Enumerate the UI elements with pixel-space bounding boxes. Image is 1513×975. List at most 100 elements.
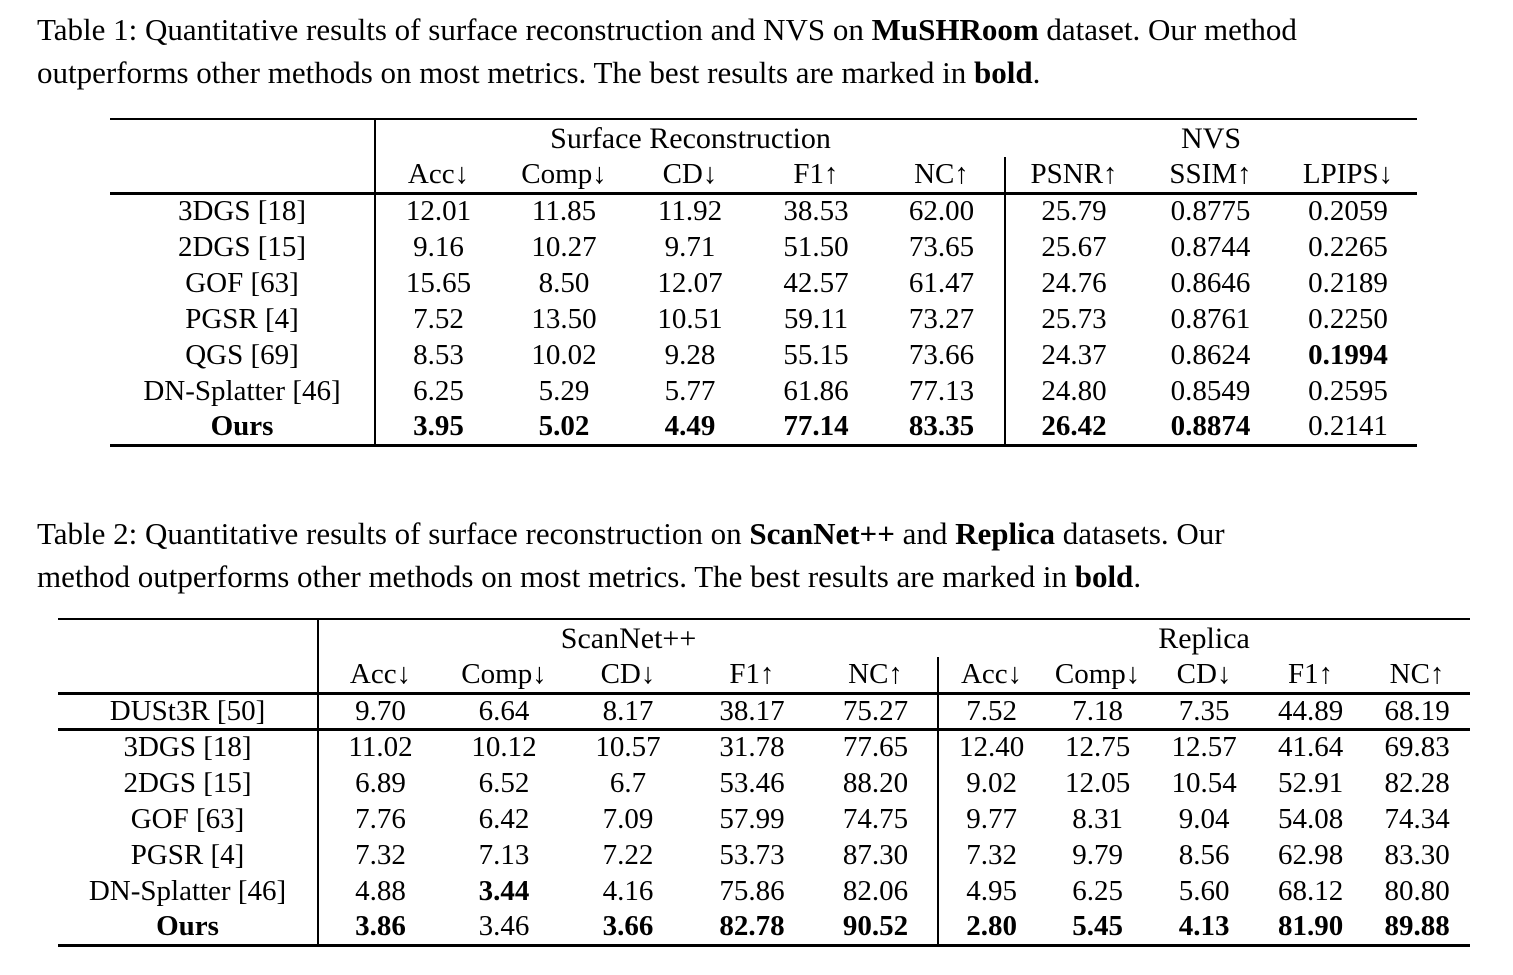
value-cell: 68.19 <box>1364 693 1471 731</box>
method-cell: 3DGS [18] <box>58 729 319 765</box>
value-cell: 5.45 <box>1072 909 1123 942</box>
value-cell: 54.08 <box>1277 802 1344 835</box>
column-header: NC↑ <box>879 157 1006 195</box>
value-cell: 3.44 <box>478 874 530 907</box>
value-cell: 0.2141 <box>1308 409 1388 442</box>
value-cell: 25.73 <box>1004 301 1143 337</box>
value-cell: 53.73 <box>719 838 785 871</box>
value-cell: 0.2595 <box>1308 374 1388 407</box>
value-cell: 0.8761 <box>1170 302 1251 335</box>
value-cell: 57.99 <box>719 802 785 835</box>
caption-bold-text: bold <box>1074 559 1134 594</box>
value-cell: 9.71 <box>664 230 716 263</box>
value-cell: 89.88 <box>1384 909 1450 942</box>
table-row: 3DGS [18] 12.01 11.85 11.92 38.53 62.00 25.79 0… <box>110 193 1417 229</box>
value-cell: 26.42 <box>1004 409 1143 445</box>
value-cell: 3.86 <box>355 909 406 942</box>
table2-caption: Table 2: Quantitative results of surface… <box>37 512 1225 598</box>
value-cell: 11.92 <box>657 195 723 228</box>
table-row: DN-Splatter [46] 6.25 5.29 5.77 61.86 77.13 24… <box>110 373 1417 409</box>
caption-text: and <box>894 516 956 551</box>
value-cell: 73.27 <box>908 302 975 335</box>
column-header: Acc↓ <box>375 157 501 195</box>
value-cell: 7.22 <box>602 838 654 871</box>
column-header: CD↓ <box>566 657 690 695</box>
value-cell: 0.2250 <box>1308 302 1388 335</box>
value-cell: 4.13 <box>1178 909 1230 942</box>
value-cell: 8.17 <box>566 693 690 731</box>
value-cell: 62.98 <box>1277 838 1344 871</box>
column-header: Comp↓ <box>442 657 566 695</box>
value-cell: 10.12 <box>471 731 537 764</box>
column-header: CD↓ <box>627 157 753 195</box>
value-cell: 82.28 <box>1384 766 1450 799</box>
value-cell: 0.2265 <box>1308 230 1388 263</box>
method-cell: DUSt3R [50] <box>58 693 319 731</box>
value-cell: 8.56 <box>1178 838 1230 871</box>
value-cell: 7.32 <box>937 837 1045 873</box>
value-cell: 73.65 <box>908 230 975 263</box>
column-header: F1↑ <box>753 157 879 195</box>
value-cell: 9.16 <box>413 230 464 263</box>
value-cell: 12.05 <box>1064 766 1131 799</box>
value-cell: 82.06 <box>842 874 909 907</box>
value-cell: 8.31 <box>1072 802 1123 835</box>
value-cell: 6.42 <box>478 802 530 835</box>
value-cell: 83.35 <box>908 409 975 442</box>
value-cell: 90.52 <box>842 909 909 942</box>
caption-bold-text: ScanNet++ <box>749 516 895 551</box>
value-cell: 61.86 <box>783 374 849 407</box>
value-cell: 0.8744 <box>1170 230 1251 263</box>
value-cell: 6.64 <box>442 693 566 731</box>
value-cell: 24.37 <box>1004 337 1143 373</box>
value-cell: 9.79 <box>1072 838 1123 871</box>
value-cell: 7.18 <box>1044 693 1152 731</box>
value-cell: 88.20 <box>842 766 909 799</box>
value-cell: 75.86 <box>719 874 785 907</box>
value-cell: 7.13 <box>478 838 530 871</box>
value-cell: 25.79 <box>1004 193 1143 229</box>
table-row: 3DGS [18] 11.02 10.12 10.57 31.78 77.65 12.40 1… <box>58 729 1470 765</box>
value-cell: 9.28 <box>664 338 716 371</box>
value-cell: 52.91 <box>1277 766 1344 799</box>
value-cell: 74.34 <box>1384 802 1450 835</box>
table2-body: ScanNet++ Replica Acc↓ Comp↓ CD↓ F1↑ NC↑ Acc↓ Co… <box>58 619 1471 945</box>
value-cell: 12.01 <box>405 195 472 228</box>
value-cell: 77.14 <box>783 409 849 442</box>
corner-cell <box>58 657 319 695</box>
table-row: PGSR [4] 7.32 7.13 7.22 53.73 87.30 7.32 9.79 8.… <box>58 837 1470 873</box>
value-cell: 55.15 <box>783 338 849 371</box>
value-cell: 13.50 <box>531 302 597 335</box>
table-row: 2DGS [15] 6.89 6.52 6.7 53.46 88.20 9.02 12.05 1… <box>58 765 1470 801</box>
table-row: DN-Splatter [46] 4.88 3.44 4.16 75.86 82.06 4.… <box>58 873 1470 909</box>
value-cell: 8.53 <box>413 338 464 371</box>
table-row: Ours 3.86 3.46 3.66 82.78 90.52 2.80 5.45 4.13 81… <box>58 909 1470 945</box>
table-row: GOF [63] 15.65 8.50 12.07 42.57 61.47 24.76 0.8… <box>110 265 1417 301</box>
caption-line: method outperforms other methods on most… <box>37 555 1225 598</box>
group-header: Surface Reconstruction <box>550 121 831 155</box>
value-cell: 12.40 <box>937 729 1045 765</box>
column-header: PSNR↑ <box>1004 157 1143 195</box>
value-cell: 81.90 <box>1277 909 1344 942</box>
table1-results-table: Surface Reconstruction NVS Acc↓ Comp↓ CD↓ F1↑… <box>110 118 1418 447</box>
table1-body: Surface Reconstruction NVS Acc↓ Comp↓ CD↓ F1↑… <box>110 119 1418 445</box>
caption-line: outperforms other methods on most metric… <box>37 51 1297 94</box>
value-cell: 12.07 <box>657 266 723 299</box>
value-cell: 0.2189 <box>1308 266 1388 299</box>
value-cell: 31.78 <box>719 731 785 764</box>
value-cell: 0.1994 <box>1308 338 1388 371</box>
value-cell: 11.85 <box>531 195 597 228</box>
value-cell: 6.25 <box>413 374 464 407</box>
method-cell: QGS [69] <box>110 337 376 373</box>
table-row: QGS [69] 8.53 10.02 9.28 55.15 73.66 24.37 0.86… <box>110 337 1417 373</box>
caption-text: Table 2: Quantitative results of surface… <box>37 516 750 551</box>
corner-cell <box>110 119 376 157</box>
group-header: ScanNet++ <box>560 621 697 655</box>
method-cell: PGSR [4] <box>58 837 319 873</box>
table2-results-table: ScanNet++ Replica Acc↓ Comp↓ CD↓ F1↑ NC↑ Acc↓ Co… <box>58 618 1471 947</box>
value-cell: 82.78 <box>719 909 785 942</box>
value-cell: 6.52 <box>478 766 530 799</box>
column-header: Comp↓ <box>501 157 627 195</box>
value-cell: 42.57 <box>783 266 849 299</box>
value-cell: 69.83 <box>1384 731 1450 764</box>
